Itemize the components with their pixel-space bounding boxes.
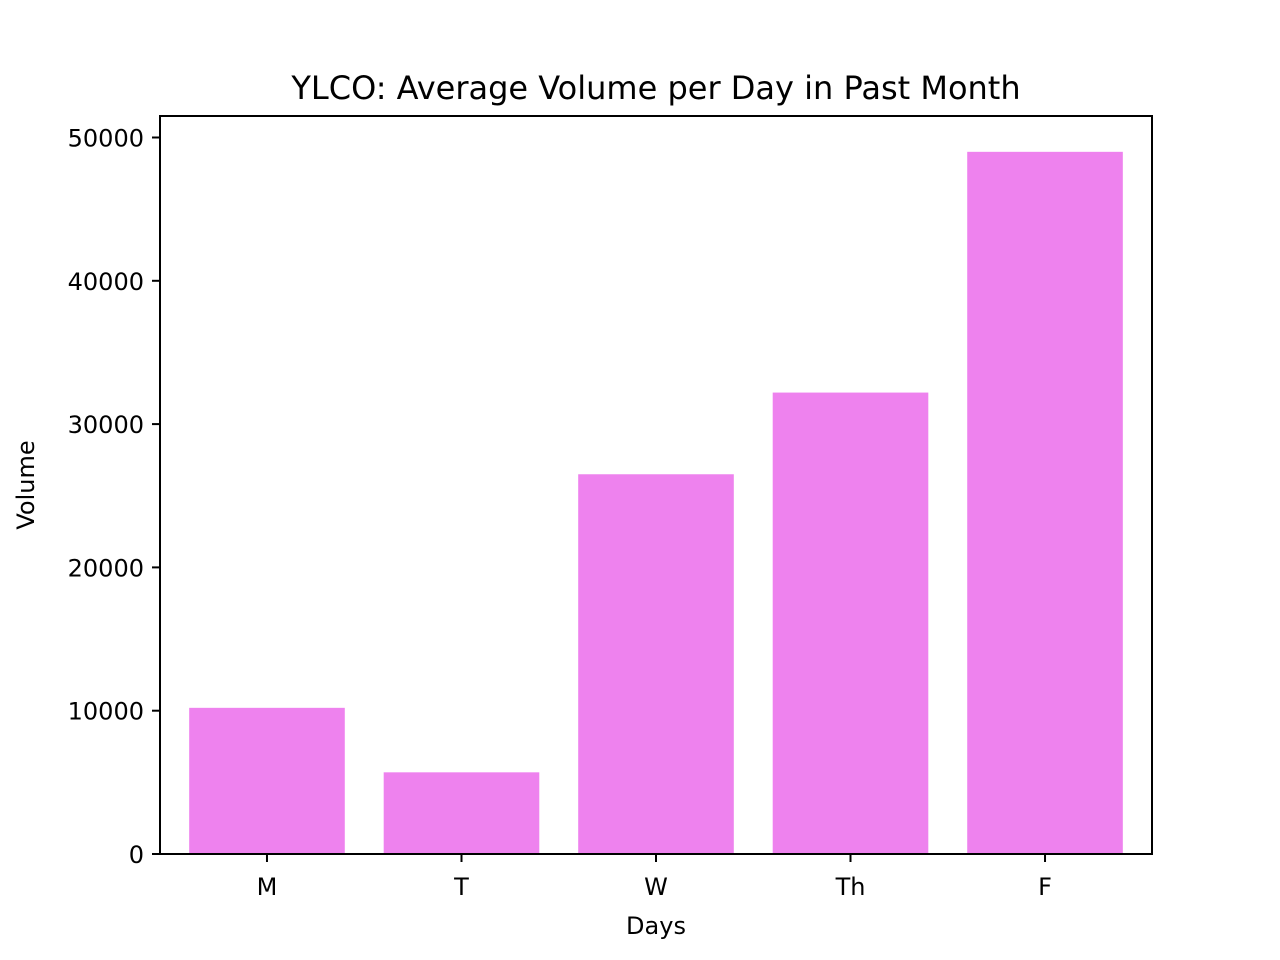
x-tick-label: F: [1038, 873, 1052, 901]
y-tick-label: 30000: [68, 411, 144, 439]
y-tick-label: 10000: [68, 698, 144, 726]
bar-w: [578, 474, 734, 854]
y-tick-label: 40000: [68, 268, 144, 296]
bars-group: [189, 151, 1123, 854]
x-axis-label: Days: [626, 912, 686, 940]
bar-t: [383, 772, 540, 854]
bar-th: [772, 392, 929, 854]
bar-f: [967, 151, 1123, 854]
y-tick-label: 0: [129, 841, 144, 869]
plot-area-frame: [159, 115, 1153, 855]
x-tick-label: T: [453, 873, 469, 901]
chart-title: YLCO: Average Volume per Day in Past Mon…: [290, 69, 1020, 107]
x-tick-label: M: [257, 873, 278, 901]
y-tick-label: 20000: [68, 554, 144, 582]
y-axis-ticks: 0 10000 20000 30000 40000 50000: [68, 124, 160, 869]
x-tick-label: W: [644, 873, 668, 901]
x-tick-label: Th: [835, 873, 866, 901]
bar-m: [189, 707, 345, 854]
y-tick-label: 50000: [68, 124, 144, 152]
y-axis-label: Volume: [12, 440, 40, 529]
x-axis-ticks: M T W Th F: [257, 854, 1052, 901]
